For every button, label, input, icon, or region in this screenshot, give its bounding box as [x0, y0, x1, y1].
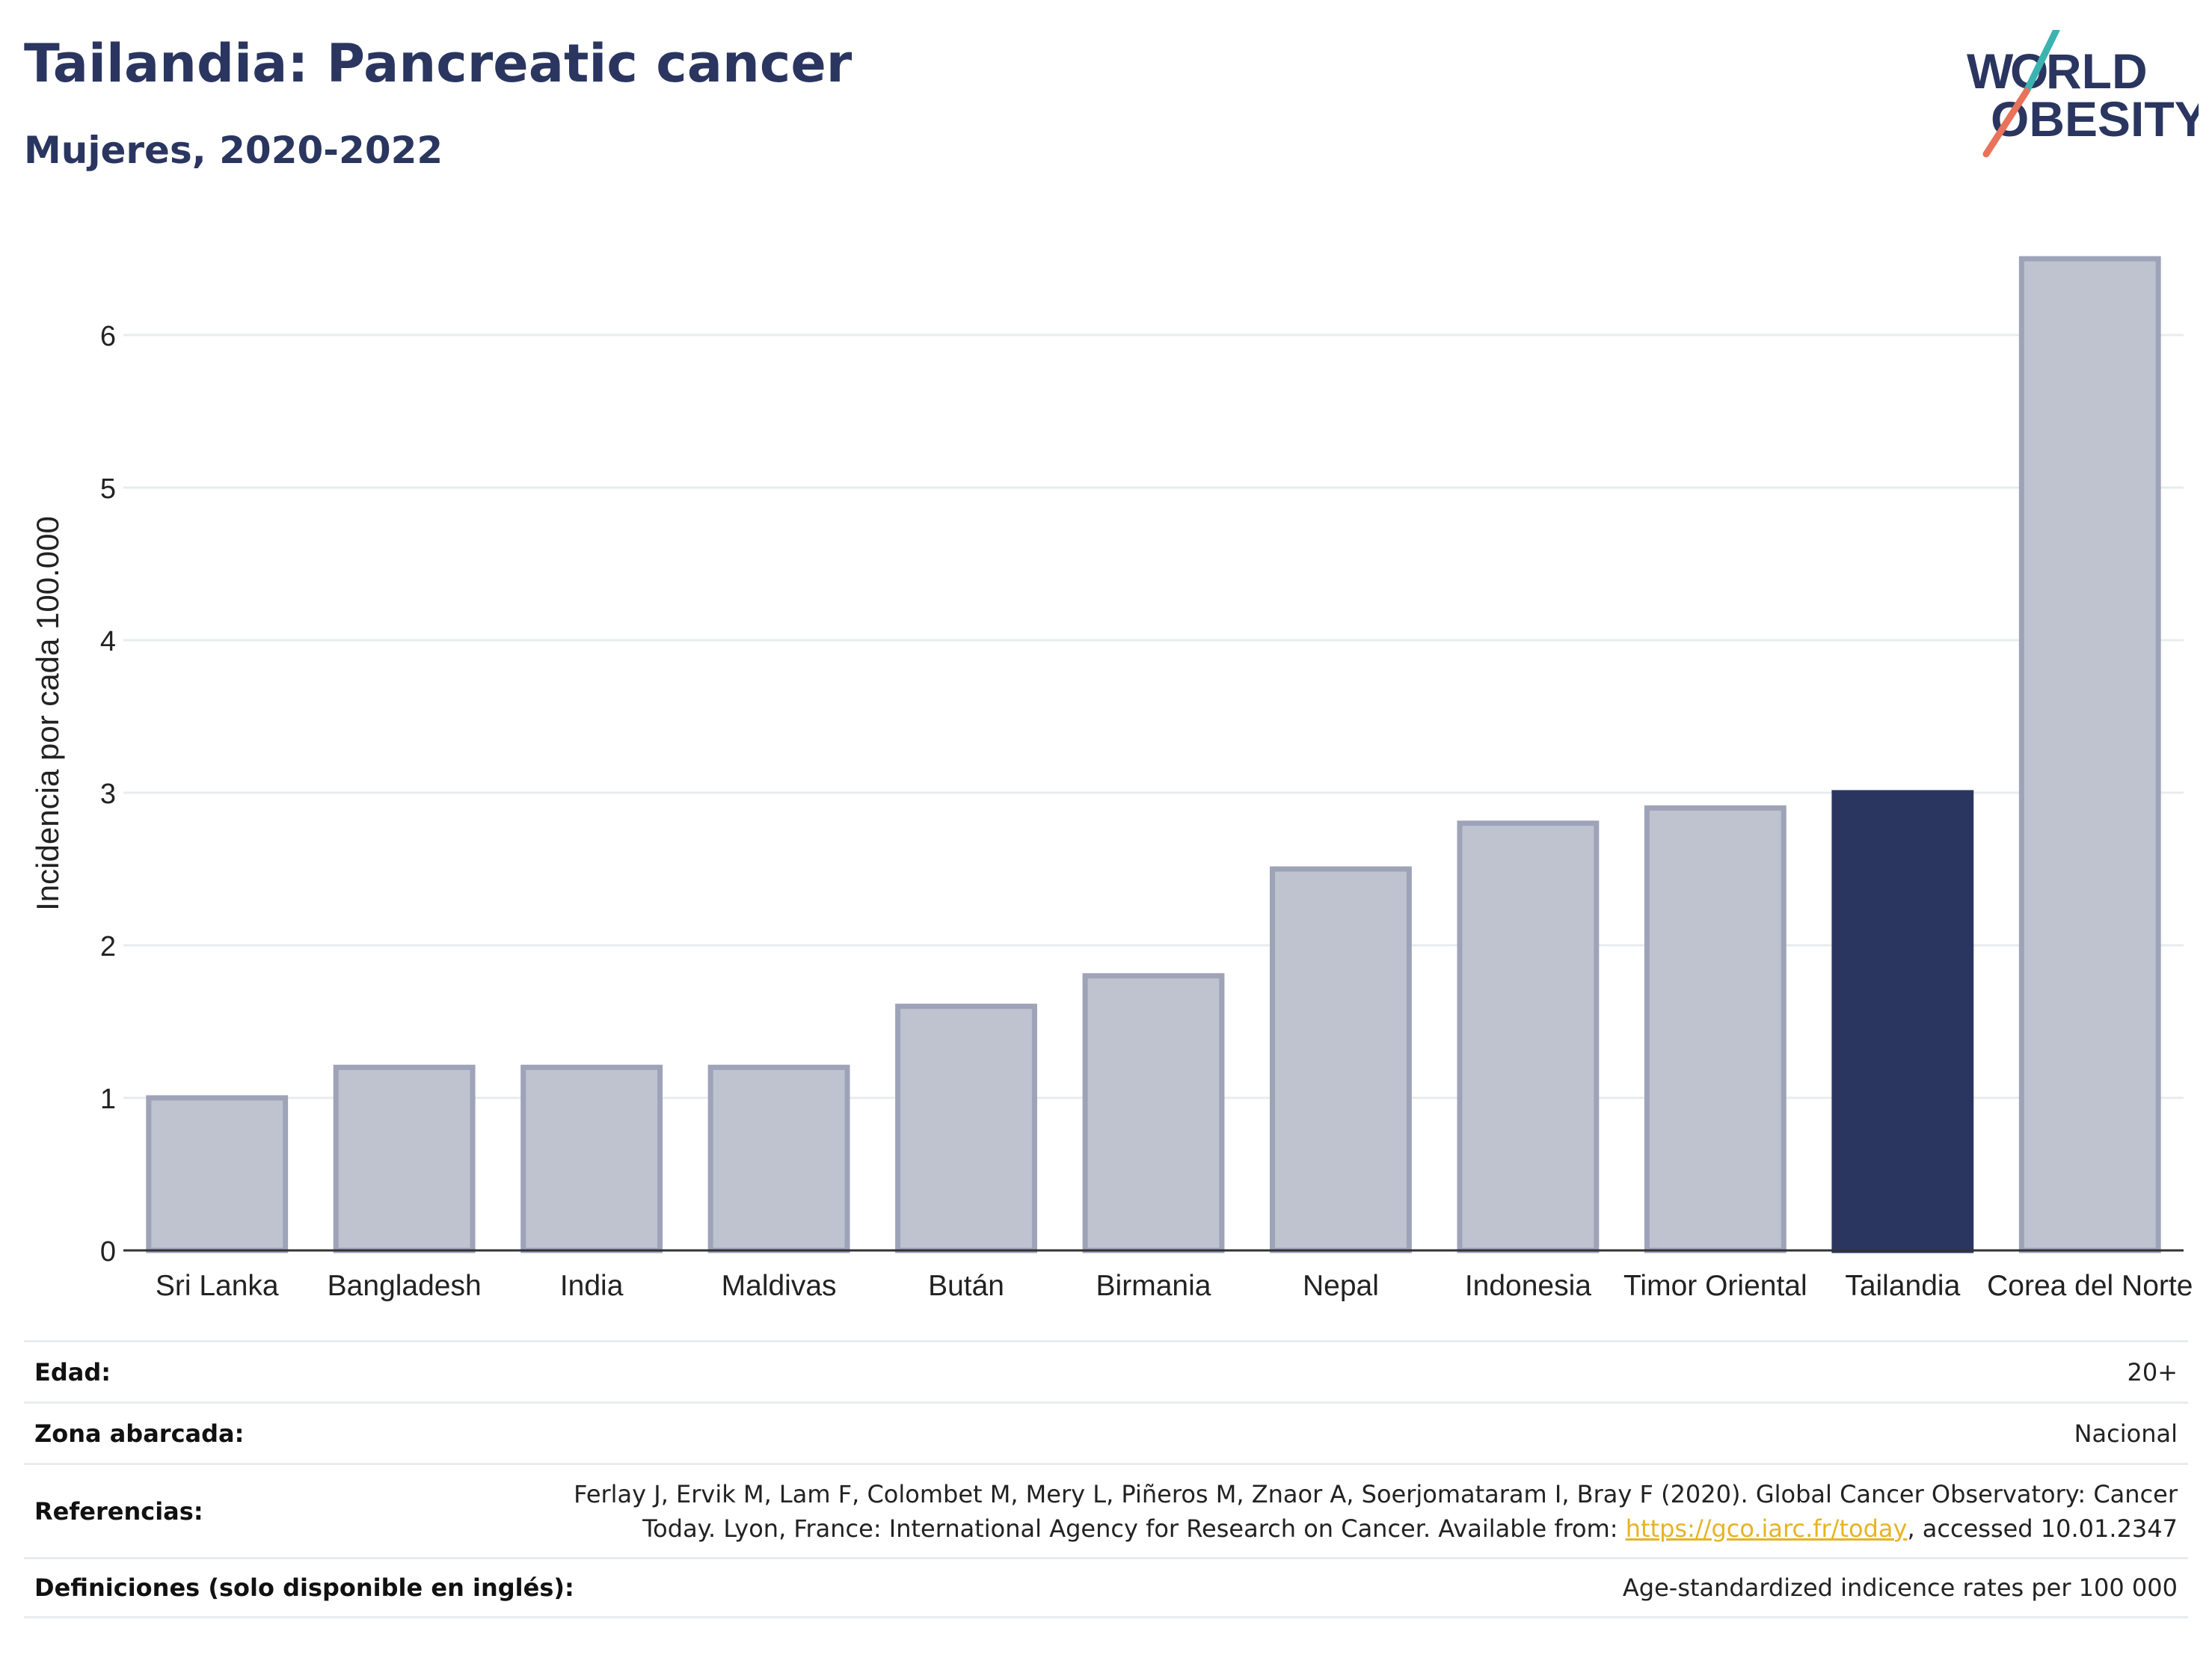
info-value: Age-standardized indicence rates per 100… [1622, 1573, 2178, 1602]
bar-sri-lanka [146, 1095, 289, 1253]
bar-maldivas [707, 1064, 850, 1253]
world-obesity-logo: W O RLD OBESITY [1967, 30, 2199, 158]
info-label: Zona abarcada: [34, 1419, 245, 1448]
bar-indonesia [1457, 820, 1600, 1253]
bar-chart: 0 1 2 3 4 5 6 Sri Lanka Bangladesh India Maldivas… [30, 256, 2193, 1302]
reference-text: , accessed 10.01.2347 [1907, 1514, 2178, 1543]
info-label: Edad: [34, 1357, 111, 1387]
bars [146, 256, 2161, 1253]
bar-bangladesh [333, 1064, 476, 1253]
y-axis-label: Incidencia por cada 100.000 [30, 516, 65, 911]
bar-tailandia [1831, 790, 1974, 1253]
x-tick-label: Bangladesh [328, 1270, 482, 1302]
y-tick-labels: 0 1 2 3 4 5 6 [100, 321, 116, 1268]
info-label: Referencias: [34, 1496, 203, 1526]
y-tick-label: 2 [100, 931, 116, 962]
svg-text:OBESITY: OBESITY [1991, 91, 2199, 147]
x-tick-label: Maldivas [722, 1270, 837, 1302]
y-tick-label: 0 [100, 1236, 116, 1268]
info-row: Edad: 20+ [24, 1340, 2188, 1401]
x-tick-labels: Sri Lanka Bangladesh India Maldivas Bután Bir… [156, 1270, 2193, 1302]
svg-text:W: W [1967, 43, 2014, 99]
x-tick-label: Birmania [1096, 1270, 1211, 1302]
y-tick-label: 4 [100, 626, 116, 657]
x-tick-label: Bután [928, 1270, 1004, 1302]
y-tick-label: 3 [100, 779, 116, 810]
x-tick-label: Nepal [1303, 1270, 1379, 1302]
x-tick-label: Sri Lanka [156, 1270, 279, 1302]
info-table: Edad: 20+ Zona abarcada: Nacional Referencia… [24, 1340, 2188, 1618]
reference-link[interactable]: https://gco.iarc.fr/today [1625, 1514, 1908, 1543]
y-tick-label: 5 [100, 473, 116, 505]
x-tick-label: Corea del Norte [1987, 1270, 2193, 1302]
x-tick-label: India [560, 1270, 624, 1302]
bar-but-n [895, 1004, 1037, 1253]
reference-line: Today. Lyon, France: International Agenc… [574, 1511, 2178, 1546]
y-tick-label: 6 [100, 321, 116, 352]
bar-india [520, 1064, 663, 1253]
chart-subtitle: Mujeres, 2020-2022 [24, 129, 443, 172]
x-tick-label: Indonesia [1465, 1270, 1591, 1302]
info-value: 20+ [2127, 1357, 2178, 1387]
info-value: Nacional [2074, 1419, 2178, 1448]
bar-corea-del-norte [2018, 256, 2161, 1253]
x-tick-label: Timor Oriental [1623, 1270, 1807, 1302]
bar-nepal [1270, 866, 1412, 1253]
bar-birmania [1082, 973, 1225, 1253]
info-label: Definiciones (solo disponible en inglés)… [34, 1573, 574, 1602]
y-tick-label: 1 [100, 1084, 116, 1115]
info-row: Zona abarcada: Nacional [24, 1401, 2188, 1463]
svg-text:RLD: RLD [2046, 43, 2148, 99]
info-row: Referencias: Ferlay J, Ervik M, Lam F, Co… [24, 1463, 2188, 1557]
reference-line: Ferlay J, Ervik M, Lam F, Colombet M, Me… [574, 1479, 2178, 1508]
bar-timor-oriental [1644, 805, 1787, 1253]
info-value: Ferlay J, Ervik M, Lam F, Colombet M, Me… [574, 1477, 2178, 1546]
x-tick-label: Tailandia [1845, 1270, 1960, 1302]
reference-text: Today. Lyon, France: International Agenc… [642, 1514, 1626, 1543]
info-row: Definiciones (solo disponible en inglés)… [24, 1557, 2188, 1618]
chart-title: Tailandia: Pancreatic cancer [24, 33, 852, 94]
